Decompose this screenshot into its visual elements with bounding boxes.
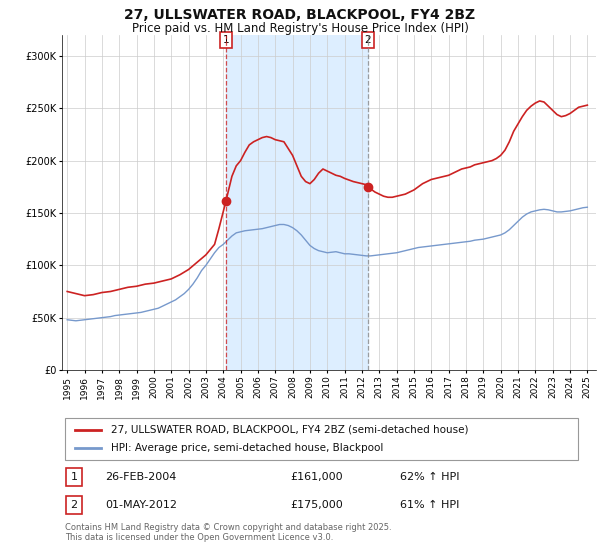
Text: 62% ↑ HPI: 62% ↑ HPI (400, 472, 460, 482)
Bar (226, 35, 368, 370)
Text: 2: 2 (70, 500, 77, 510)
Text: Contains HM Land Registry data © Crown copyright and database right 2025.
This d: Contains HM Land Registry data © Crown c… (65, 522, 392, 542)
Text: HPI: Average price, semi-detached house, Blackpool: HPI: Average price, semi-detached house,… (111, 444, 383, 453)
Text: 61% ↑ HPI: 61% ↑ HPI (400, 500, 460, 510)
Text: 27, ULLSWATER ROAD, BLACKPOOL, FY4 2BZ (semi-detached house): 27, ULLSWATER ROAD, BLACKPOOL, FY4 2BZ (… (111, 424, 469, 435)
Text: 1: 1 (71, 472, 77, 482)
Text: 01-MAY-2012: 01-MAY-2012 (105, 500, 177, 510)
Text: Price paid vs. HM Land Registry's House Price Index (HPI): Price paid vs. HM Land Registry's House … (131, 22, 469, 35)
Text: 1: 1 (223, 35, 229, 45)
Text: 26-FEB-2004: 26-FEB-2004 (105, 472, 176, 482)
Text: £175,000: £175,000 (290, 500, 343, 510)
Text: 2: 2 (364, 35, 371, 45)
Text: 27, ULLSWATER ROAD, BLACKPOOL, FY4 2BZ: 27, ULLSWATER ROAD, BLACKPOOL, FY4 2BZ (124, 8, 476, 22)
Text: £161,000: £161,000 (290, 472, 343, 482)
